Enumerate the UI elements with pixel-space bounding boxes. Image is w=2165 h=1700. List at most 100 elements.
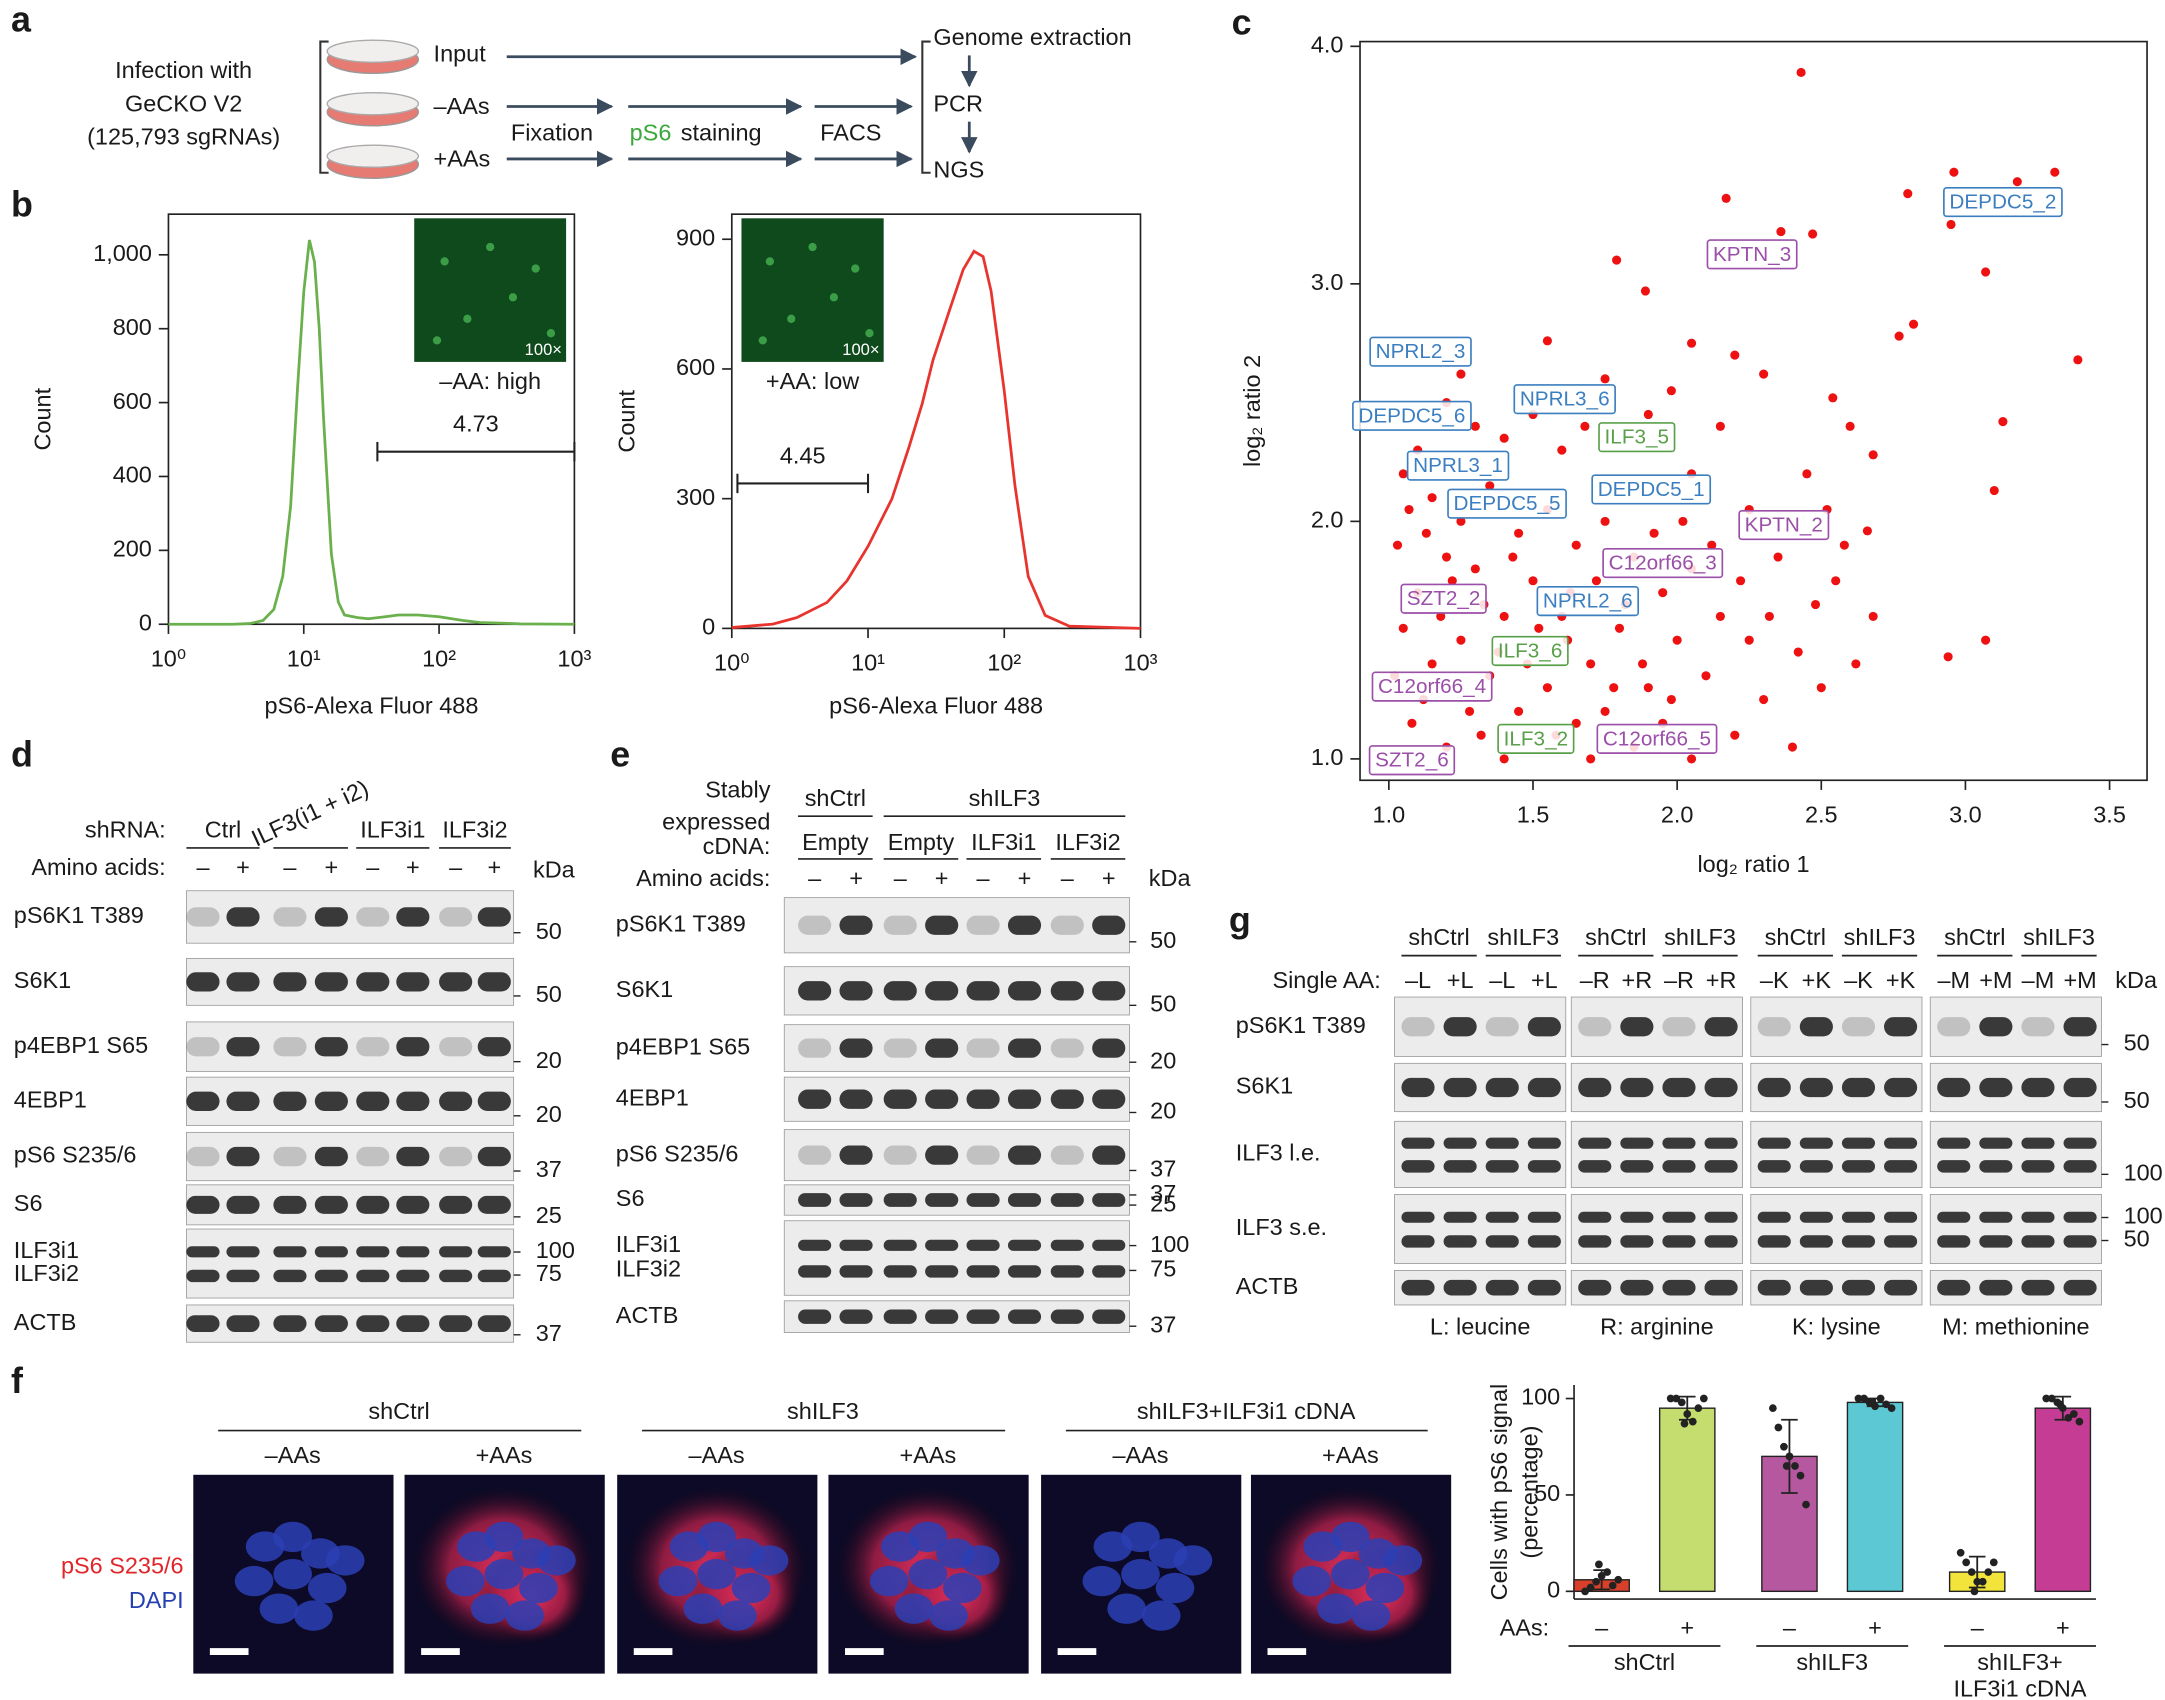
band <box>1050 981 1084 1001</box>
data-point <box>1796 1471 1805 1480</box>
nucleus <box>259 1593 299 1624</box>
data-point <box>1780 1442 1788 1451</box>
lane-label: + <box>236 854 250 880</box>
band <box>1757 1279 1791 1296</box>
lane-label: –L <box>1489 967 1515 993</box>
nucleus <box>537 1545 576 1576</box>
band <box>1578 1160 1612 1173</box>
band <box>396 1246 430 1258</box>
row-label: S6 <box>616 1185 645 1211</box>
y-tick-label: 1,000 <box>93 240 152 266</box>
point-label: DEPDC5_2 <box>1949 191 2056 214</box>
data-point <box>1694 1404 1703 1413</box>
band <box>356 1315 390 1332</box>
band <box>1662 1017 1696 1037</box>
band <box>925 1239 959 1251</box>
point <box>1476 730 1486 740</box>
point <box>1773 552 1783 562</box>
band <box>477 1315 511 1332</box>
band <box>1841 1160 1876 1173</box>
band <box>314 1315 348 1332</box>
marker-label: 100 <box>2124 1160 2163 1186</box>
label-box <box>1943 186 2063 218</box>
band <box>966 1265 1000 1278</box>
category-label: AAs: <box>1500 1615 1550 1641</box>
x-tick-label: 1.5 <box>1517 801 1550 827</box>
band <box>1799 1279 1833 1296</box>
band <box>2063 1211 2097 1223</box>
band <box>1578 1235 1612 1248</box>
band <box>356 1246 390 1258</box>
row-label: ILF3i2 <box>14 1260 79 1286</box>
band <box>2063 1235 2097 1248</box>
group-label: shILF3 <box>1664 924 1736 950</box>
band <box>186 907 220 927</box>
point <box>1793 647 1803 657</box>
y-tick-label: 600 <box>113 388 152 414</box>
band <box>314 1195 348 1214</box>
band <box>186 1146 220 1167</box>
band <box>839 915 873 935</box>
band <box>883 981 917 1001</box>
row-label: p4EBP1 S65 <box>14 1032 148 1058</box>
blot-strip <box>185 1228 515 1299</box>
point-label: NPRL3_6 <box>1520 388 1610 411</box>
x-tick-label: 1.0 <box>1373 801 1406 827</box>
point-label: ILF3_5 <box>1605 426 1669 449</box>
point-label: C12orf66_5 <box>1603 727 1711 750</box>
point <box>1908 319 1919 329</box>
band <box>1662 1137 1696 1149</box>
band <box>226 1246 260 1258</box>
label-box <box>1513 384 1616 415</box>
band <box>314 1246 348 1258</box>
band <box>1620 1077 1654 1098</box>
band <box>2021 1137 2055 1149</box>
band <box>1979 1137 2013 1149</box>
lane-label: –K <box>1844 967 1873 993</box>
band <box>883 1038 917 1058</box>
band <box>1704 1235 1738 1248</box>
band <box>1527 1137 1561 1149</box>
inset-cell <box>486 242 495 252</box>
infection-text: Infection with <box>115 57 252 83</box>
point <box>1736 576 1746 586</box>
nucleus <box>908 1521 948 1553</box>
bar <box>1658 1407 1716 1593</box>
band <box>396 972 430 992</box>
data-point <box>2075 1417 2084 1426</box>
nucleus <box>1121 1521 1160 1553</box>
point <box>1744 635 1754 645</box>
band <box>925 1089 959 1109</box>
band <box>1050 1089 1084 1109</box>
band <box>2063 1160 2097 1173</box>
block-caption: R: arginine <box>1600 1314 1714 1340</box>
nucleus <box>519 1572 558 1604</box>
inset-cell <box>765 257 775 266</box>
lane-label: – <box>283 854 297 880</box>
x-tick-label: – <box>1595 1615 1609 1641</box>
x-tick-label: + <box>2056 1615 2070 1641</box>
band <box>226 907 260 927</box>
band <box>798 1239 832 1251</box>
band <box>798 981 832 1001</box>
band <box>1884 1017 1918 1037</box>
band <box>1050 915 1084 935</box>
group-label: shILF3 <box>1796 1649 1868 1675</box>
group-label: shILF3 <box>1844 924 1916 950</box>
band <box>1841 1077 1876 1098</box>
plot-frame <box>730 213 1142 630</box>
nucleus <box>470 1593 510 1624</box>
band <box>396 907 430 927</box>
lane-label: +R <box>1622 967 1653 993</box>
condition-label: +AAs <box>1322 1442 1379 1468</box>
band <box>226 1315 260 1332</box>
point <box>1981 635 1991 645</box>
inset-cell <box>432 336 442 345</box>
x-tick-label: – <box>1971 1615 1985 1641</box>
band <box>1704 1017 1738 1037</box>
point <box>1398 469 1408 479</box>
point <box>1943 652 1953 662</box>
band <box>966 1239 1000 1251</box>
band <box>273 1146 307 1167</box>
